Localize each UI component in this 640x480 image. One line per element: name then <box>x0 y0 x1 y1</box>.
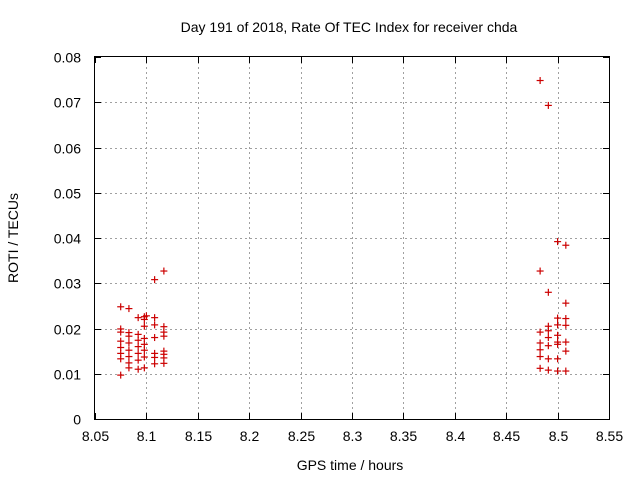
data-point <box>151 276 159 284</box>
data-point <box>125 332 133 340</box>
data-point <box>562 241 570 249</box>
x-tick-label: 8.45 <box>493 428 520 444</box>
x-tick-label: 8.25 <box>288 428 315 444</box>
data-point <box>125 364 133 372</box>
x-tick-labels: 8.05 8.1 8.15 8.2 8.25 8.3 8.35 8.4 8.45 8.5 8.55 <box>82 428 623 444</box>
data-point <box>140 346 148 354</box>
data-point <box>554 355 562 363</box>
y-tick-label: 0.06 <box>54 141 81 157</box>
data-point <box>536 328 544 336</box>
data-point <box>160 359 168 367</box>
data-point <box>134 356 142 364</box>
data-point <box>554 321 562 329</box>
data-point <box>536 364 544 372</box>
data-point <box>151 314 159 322</box>
data-point <box>544 366 552 374</box>
data-point <box>140 334 148 342</box>
data-point <box>536 339 544 347</box>
y-tick-label: 0.04 <box>54 231 81 247</box>
x-tick-label: 8.4 <box>446 428 466 444</box>
x-tick-label: 8.05 <box>82 428 109 444</box>
data-point <box>151 360 159 368</box>
data-point <box>151 321 159 329</box>
y-tick-label: 0.08 <box>54 50 81 66</box>
data-point <box>134 314 142 322</box>
x-tick-label: 8.5 <box>549 428 569 444</box>
data-point <box>562 299 570 307</box>
data-point <box>140 353 148 361</box>
x-tick-label: 8.1 <box>137 428 157 444</box>
y-tick-label: 0.07 <box>54 95 81 111</box>
data-point <box>544 101 552 109</box>
data-point <box>117 303 125 311</box>
data-point <box>125 353 133 361</box>
plot-frame <box>94 56 610 420</box>
data-point <box>117 328 125 336</box>
data-point <box>134 330 142 338</box>
data-point <box>134 336 142 344</box>
data-point <box>117 344 125 352</box>
data-point <box>151 353 159 361</box>
data-point <box>554 238 562 246</box>
x-tick-label: 8.15 <box>185 428 212 444</box>
data-point <box>160 267 168 275</box>
data-point <box>544 288 552 296</box>
data-point <box>536 267 544 275</box>
data-point <box>125 346 133 354</box>
data-point <box>562 315 570 323</box>
y-tick-label: 0.02 <box>54 322 81 338</box>
data-points <box>117 77 570 379</box>
data-point <box>562 321 570 329</box>
data-point <box>134 349 142 357</box>
y-tick-label: 0.03 <box>54 276 81 292</box>
data-point <box>140 315 148 323</box>
data-point <box>544 327 552 335</box>
data-point <box>125 339 133 347</box>
data-point <box>117 371 125 379</box>
x-tick-label: 8.55 <box>596 428 623 444</box>
data-point <box>140 322 148 330</box>
data-point <box>536 77 544 85</box>
data-point <box>562 347 570 355</box>
data-point <box>554 340 562 348</box>
chart-title: Day 191 of 2018, Rate Of TEC Index for r… <box>181 19 518 35</box>
y-tick-labels: 0 0.01 0.02 0.03 0.04 0.05 0.06 0.07 0.08 <box>54 50 81 428</box>
data-point <box>536 346 544 354</box>
data-point <box>544 342 552 350</box>
data-point <box>125 305 133 313</box>
y-tick-label: 0.05 <box>54 186 81 202</box>
data-point <box>134 365 142 373</box>
axis-ticks <box>95 57 610 420</box>
data-point <box>536 353 544 361</box>
data-point <box>151 334 159 342</box>
data-point <box>140 340 148 348</box>
data-point <box>140 364 148 372</box>
data-point <box>554 331 562 339</box>
data-point <box>142 312 150 320</box>
x-tick-label: 8.3 <box>343 428 363 444</box>
y-tick-label: 0 <box>73 412 81 428</box>
y-axis-label: ROTI / TECUs <box>5 193 21 283</box>
data-point <box>562 338 570 346</box>
x-tick-label: 8.2 <box>240 428 260 444</box>
data-point <box>117 337 125 345</box>
data-point <box>117 355 125 363</box>
data-point <box>160 332 168 340</box>
data-point <box>562 367 570 375</box>
x-tick-label: 8.35 <box>390 428 417 444</box>
data-point <box>554 314 562 322</box>
grid-lines <box>95 57 609 419</box>
data-point <box>544 334 552 342</box>
x-axis-label: GPS time / hours <box>297 457 404 473</box>
data-point <box>554 367 562 375</box>
data-point <box>544 355 552 363</box>
data-point <box>134 343 142 351</box>
y-tick-label: 0.01 <box>54 367 81 383</box>
